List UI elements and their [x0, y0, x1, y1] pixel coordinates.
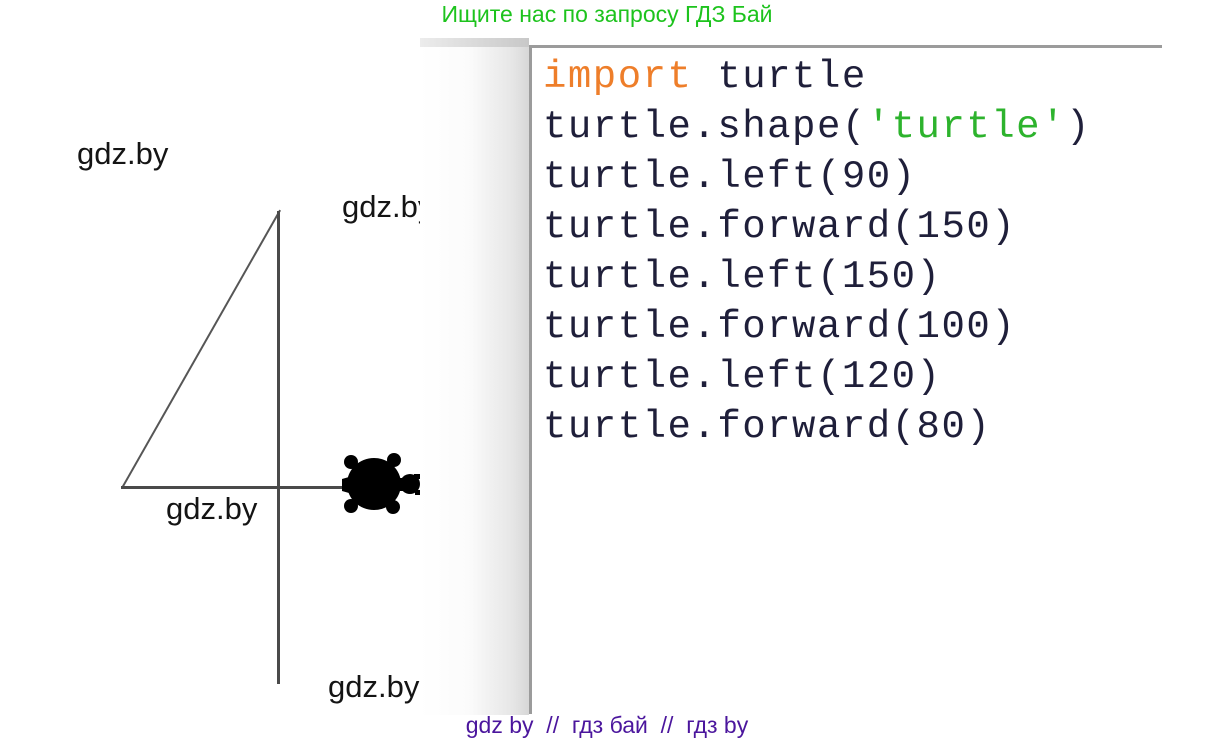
code-token-plain: turtle.left(120): [543, 355, 942, 399]
watermark: gdz.by: [166, 491, 258, 526]
python-code: import turtle turtle.shape('turtle') turtl…: [543, 52, 1162, 452]
code-token-plain: turtle.shape(: [543, 105, 867, 149]
code-token-plain: turtle: [692, 55, 867, 99]
code-line: import turtle: [543, 52, 1162, 102]
code-line: turtle.left(90): [543, 152, 1162, 202]
watermark: gdz.by: [328, 669, 420, 704]
code-token-kw: import: [543, 55, 693, 99]
drawn-horizontal-line: [121, 486, 390, 489]
code-line: turtle.left(120): [543, 352, 1162, 402]
code-line: turtle.forward(150): [543, 202, 1162, 252]
promo-banner-text: Ищите нас по запросу ГДЗ Бай: [441, 1, 773, 27]
code-token-plain: turtle.left(90): [543, 155, 917, 199]
window-edge-top-cap: [420, 38, 529, 47]
watermark: gdz.by: [342, 189, 434, 224]
drawn-vertical-line: [277, 211, 280, 684]
watermark: gdz.by: [77, 136, 169, 171]
code-panel: import turtle turtle.shape('turtle') turtl…: [529, 45, 1162, 714]
code-line: turtle.left(150): [543, 252, 1162, 302]
turtle-icon: [342, 453, 421, 514]
drawn-diagonal-line: [122, 209, 282, 487]
code-token-plain: turtle.forward(150): [543, 205, 1017, 249]
code-token-plain: turtle.left(150): [543, 255, 942, 299]
code-token-plain: turtle.forward(100): [543, 305, 1017, 349]
code-line: turtle.forward(100): [543, 302, 1162, 352]
window-edge-gradient: [420, 38, 529, 715]
code-line: turtle.forward(80): [543, 402, 1162, 452]
code-token-plain: ): [1065, 105, 1091, 149]
footer-text: gdz by // гдз бай // гдз by: [465, 712, 749, 738]
code-token-plain: turtle.forward(80): [543, 405, 992, 449]
code-line: turtle.shape('turtle'): [543, 102, 1162, 152]
code-token-str: 'turtle': [866, 105, 1066, 149]
